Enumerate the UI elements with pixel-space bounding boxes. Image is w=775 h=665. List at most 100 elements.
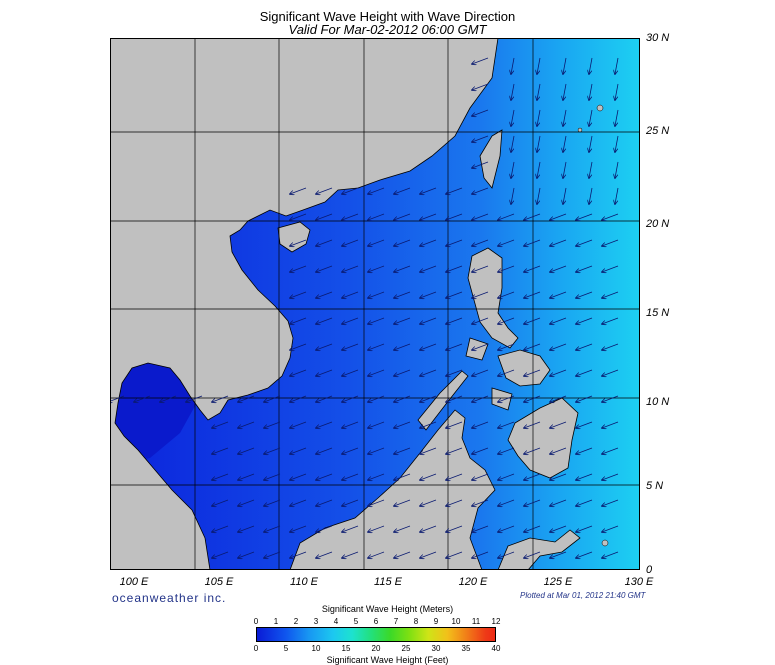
wave-direction-arrow bbox=[446, 525, 463, 532]
wave-direction-arrow bbox=[342, 395, 359, 402]
wave-direction-arrow bbox=[394, 421, 411, 428]
meters-tick: 2 bbox=[293, 617, 299, 626]
wave-direction-arrow bbox=[290, 551, 307, 558]
wave-direction-arrow bbox=[446, 291, 463, 298]
wave-direction-arrow bbox=[550, 395, 567, 402]
lon-label-130e: 130 E bbox=[624, 576, 654, 588]
wave-direction-arrow bbox=[316, 291, 333, 298]
wave-direction-arrow bbox=[576, 343, 593, 350]
wave-direction-arrow bbox=[511, 83, 515, 100]
wave-direction-arrow bbox=[342, 499, 359, 506]
wave-direction-arrow bbox=[602, 499, 619, 506]
wave-direction-arrow bbox=[602, 421, 619, 428]
wave-direction-arrow bbox=[186, 395, 203, 402]
wave-direction-arrow bbox=[316, 525, 333, 532]
wave-direction-arrow bbox=[394, 447, 411, 454]
wave-direction-arrow bbox=[472, 447, 489, 454]
feet-tick: 30 bbox=[431, 644, 441, 653]
wave-direction-arrow bbox=[563, 57, 567, 74]
wave-direction-arrow bbox=[472, 369, 489, 376]
wave-direction-arrow bbox=[316, 343, 333, 350]
wave-direction-arrow bbox=[316, 317, 333, 324]
wave-direction-arrow bbox=[498, 447, 515, 454]
wave-direction-arrow bbox=[420, 447, 437, 454]
wave-direction-arrow bbox=[264, 395, 281, 402]
wave-direction-arrow bbox=[212, 473, 229, 480]
wave-direction-arrow bbox=[472, 161, 489, 168]
wave-direction-arrow bbox=[511, 57, 515, 74]
wave-direction-arrow bbox=[524, 499, 541, 506]
wave-direction-arrow bbox=[524, 369, 541, 376]
wave-direction-arrow bbox=[420, 317, 437, 324]
wave-direction-arrow bbox=[524, 447, 541, 454]
wave-direction-arrow bbox=[589, 187, 593, 204]
wave-direction-arrow bbox=[498, 395, 515, 402]
wave-direction-arrow bbox=[589, 161, 593, 178]
wave-direction-arrow bbox=[576, 473, 593, 480]
wave-direction-arrow bbox=[550, 525, 567, 532]
palawan-island bbox=[417, 370, 469, 431]
wave-direction-arrow bbox=[316, 187, 333, 194]
feet-tick: 25 bbox=[401, 644, 411, 653]
wave-direction-arrow bbox=[576, 291, 593, 298]
wave-direction-arrow bbox=[394, 499, 411, 506]
meters-tick: 3 bbox=[313, 617, 319, 626]
wave-direction-arrow bbox=[316, 447, 333, 454]
wave-direction-arrow bbox=[394, 187, 411, 194]
wave-direction-arrow bbox=[316, 551, 333, 558]
map-title: Significant Wave Height with Wave Direct… bbox=[259, 9, 516, 24]
feet-tick: 35 bbox=[461, 644, 471, 653]
wave-direction-arrow bbox=[446, 265, 463, 272]
wave-direction-arrow bbox=[524, 213, 541, 220]
wave-direction-arrow bbox=[420, 239, 437, 246]
map-subtitle: Valid For Mar-02-2012 06:00 GMT bbox=[288, 22, 487, 37]
mindanao-island bbox=[507, 397, 579, 479]
wave-direction-arrow bbox=[602, 291, 619, 298]
wave-direction-arrow bbox=[550, 551, 567, 558]
lon-label-110e: 110 E bbox=[290, 576, 318, 588]
wave-direction-arrow bbox=[615, 109, 619, 126]
wave-direction-arrow bbox=[290, 317, 307, 324]
wave-direction-arrow bbox=[576, 369, 593, 376]
wave-direction-arrow bbox=[394, 395, 411, 402]
wave-direction-arrow bbox=[472, 395, 489, 402]
wave-direction-arrow bbox=[368, 499, 385, 506]
wave-direction-arrow bbox=[368, 473, 385, 480]
wave-direction-arrow bbox=[498, 343, 515, 350]
lon-label-100e: 100 E bbox=[119, 576, 149, 588]
wave-direction-arrow bbox=[394, 369, 411, 376]
hainan-island bbox=[277, 221, 311, 253]
wave-direction-arrow bbox=[368, 317, 385, 324]
wave-direction-arrow bbox=[446, 317, 463, 324]
wave-direction-arrow bbox=[420, 499, 437, 506]
wave-direction-arrow bbox=[524, 265, 541, 272]
wave-direction-arrow bbox=[537, 135, 541, 152]
wave-direction-arrow bbox=[576, 265, 593, 272]
wave-direction-arrow bbox=[316, 369, 333, 376]
wave-direction-arrow bbox=[264, 421, 281, 428]
wave-direction-arrow bbox=[446, 395, 463, 402]
wave-direction-arrow bbox=[264, 473, 281, 480]
colorbar-title: Significant Wave Height (Meters) bbox=[321, 604, 454, 614]
wave-direction-arrow bbox=[472, 109, 489, 116]
wave-direction-arrow bbox=[316, 265, 333, 272]
luzon-island bbox=[467, 247, 519, 349]
wave-direction-arrow bbox=[264, 525, 281, 532]
meters-tick: 11 bbox=[471, 617, 481, 626]
wave-direction-arrow bbox=[511, 187, 515, 204]
wave-direction-arrow bbox=[368, 213, 385, 220]
wave-direction-arrow bbox=[498, 499, 515, 506]
colorbar-subtitle: Significant Wave Height (Feet) bbox=[326, 655, 449, 665]
lat-label-15n: 15 N bbox=[646, 307, 670, 319]
wave-direction-arrow bbox=[446, 343, 463, 350]
wave-direction-arrow bbox=[589, 135, 593, 152]
wave-direction-arrow bbox=[342, 265, 359, 272]
wave-direction-arrow bbox=[446, 213, 463, 220]
wave-direction-arrow bbox=[212, 447, 229, 454]
wave-direction-arrow bbox=[368, 343, 385, 350]
wave-direction-arrow bbox=[290, 265, 307, 272]
wave-direction-arrow bbox=[238, 551, 255, 558]
wave-direction-arrow bbox=[368, 239, 385, 246]
wave-direction-arrow bbox=[615, 187, 619, 204]
wave-direction-arrow bbox=[212, 421, 229, 428]
